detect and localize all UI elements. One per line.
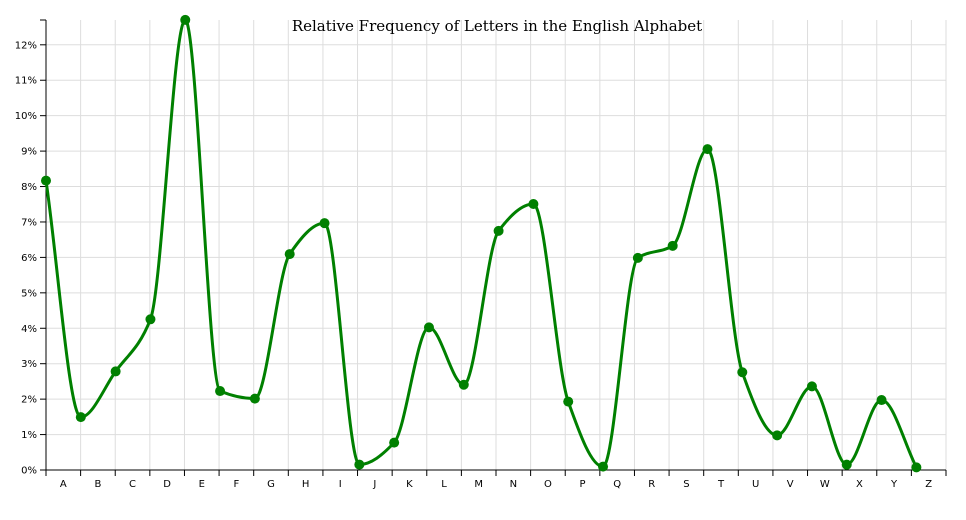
y-tick-label: 7% (21, 217, 37, 228)
x-tick-label: A (60, 479, 67, 490)
x-tick-label: D (163, 479, 171, 490)
x-tick-label: R (648, 479, 655, 490)
y-tick-label: 8% (21, 182, 37, 193)
data-point-m (458, 379, 469, 390)
chart-title: Relative Frequency of Letters in the Eng… (292, 17, 702, 35)
data-point-v (772, 430, 783, 441)
x-tick-label: L (441, 479, 447, 490)
x-tick-label: M (474, 479, 483, 490)
y-tick-label: 3% (21, 359, 37, 370)
x-tick-label: T (717, 479, 725, 490)
y-tick-label: 10% (15, 111, 37, 122)
x-tick-label: C (129, 479, 136, 490)
data-point-q (598, 461, 609, 472)
x-tick-label: N (510, 479, 517, 490)
x-tick-label: F (234, 479, 240, 490)
data-point-l (423, 322, 434, 333)
data-point-u (737, 367, 748, 378)
x-tick-label: J (372, 479, 376, 490)
data-point-p (563, 396, 574, 407)
data-point-d (145, 314, 156, 325)
data-point-f (215, 386, 226, 397)
x-tick-label: B (94, 479, 101, 490)
data-point-c (110, 366, 121, 377)
data-point-w (806, 381, 817, 392)
data-point-j (354, 459, 365, 470)
data-points (41, 14, 922, 473)
data-point-g (249, 393, 260, 404)
x-tick-label: Y (890, 479, 898, 490)
x-tick-label: H (302, 479, 310, 490)
y-tick-label: 11% (15, 76, 37, 87)
x-tick-label: V (787, 479, 794, 490)
y-tick-label: 4% (21, 324, 37, 335)
data-point-o (528, 199, 539, 210)
data-point-h (284, 249, 295, 260)
data-point-z (911, 462, 922, 473)
x-tick-label: K (406, 479, 413, 490)
data-point-k (389, 437, 400, 448)
data-point-x (841, 459, 852, 470)
y-tick-label: 9% (21, 147, 37, 158)
x-tick-label: U (752, 479, 759, 490)
data-point-i (319, 218, 330, 229)
data-point-s (667, 240, 678, 251)
series-line (44, 18, 918, 469)
y-tick-label: 1% (21, 430, 37, 441)
grid (46, 20, 947, 470)
x-tick-label: Z (925, 479, 932, 490)
data-point-n (493, 225, 504, 236)
y-tick-label: 2% (21, 395, 37, 406)
x-tick-label: S (683, 479, 689, 490)
x-tick-label: W (820, 479, 830, 490)
data-point-b (75, 412, 86, 423)
y-tick-label: 12% (15, 40, 37, 51)
x-tick-label: O (544, 479, 552, 490)
x-tick-label: G (267, 479, 275, 490)
data-point-a (41, 175, 51, 186)
x-tick-label: X (856, 479, 863, 490)
ticks: 0% 1% 2% 3% 4% 5% 6% 7% 8% 9% 10% 11% 12% A B C D E F G H I J K… (15, 19, 947, 490)
data-point-y (876, 395, 887, 406)
y-tick-label: 5% (21, 288, 37, 299)
x-tick-label: E (199, 479, 205, 490)
data-point-r (632, 252, 643, 263)
x-tick-label: Q (613, 479, 621, 490)
x-tick-label: I (339, 479, 342, 490)
data-point-t (702, 144, 713, 155)
x-tick-label: P (580, 479, 586, 490)
y-tick-label: 0% (21, 466, 37, 477)
y-tick-label: 6% (21, 253, 37, 264)
data-point-e (180, 14, 191, 25)
